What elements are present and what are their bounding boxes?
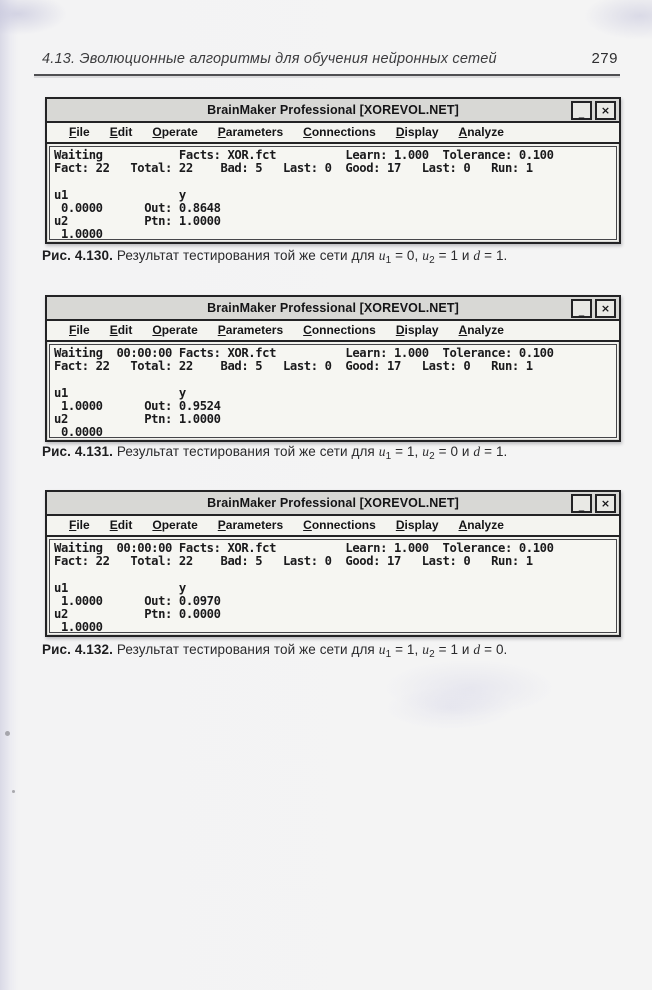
figure-label: Рис. 4.131. (42, 444, 113, 459)
menu-file[interactable]: File (69, 125, 90, 139)
window-title: BrainMaker Professional [XOREVOL.NET] (207, 496, 459, 510)
window-title: BrainMaker Professional [XOREVOL.NET] (207, 103, 459, 117)
menu-file[interactable]: File (69, 323, 90, 337)
close-button[interactable]: × (595, 494, 616, 513)
menu-edit[interactable]: Edit (109, 125, 133, 139)
caption-text: Результат тестирования той же сети для (116, 642, 379, 657)
status-screen: Waiting Facts: XOR.fct Learn: 1.000 Tole… (49, 146, 617, 240)
screen-text: Waiting Facts: XOR.fct Learn: 1.000 Tole… (54, 148, 554, 240)
menu-edit[interactable]: Edit (109, 518, 133, 532)
menu-operate[interactable]: Operate (152, 323, 198, 337)
menu-connections[interactable]: Connections (303, 518, 376, 532)
figure-caption-4-132: Рис. 4.132. Результат тестирования той ж… (42, 642, 508, 660)
scan-speck (12, 790, 15, 793)
title-bar: BrainMaker Professional [XOREVOL.NET] _ … (47, 297, 619, 321)
running-head: 4.13. Эволюционные алгоритмы для обучени… (42, 50, 618, 67)
chapter-title: 4.13. Эволюционные алгоритмы для обучени… (42, 51, 497, 67)
title-bar: BrainMaker Professional [XOREVOL.NET] _ … (47, 99, 619, 123)
figure-caption-4-130: Рис. 4.130. Результат тестирования той ж… (42, 248, 508, 266)
menu-bar: File Edit Operate Parameters Connections… (47, 321, 619, 342)
menu-analyze[interactable]: Analyze (458, 323, 504, 337)
minimize-button[interactable]: _ (571, 299, 592, 318)
menu-file[interactable]: File (69, 518, 90, 532)
menu-edit[interactable]: Edit (109, 323, 133, 337)
menu-bar: File Edit Operate Parameters Connections… (47, 516, 619, 537)
minimize-button[interactable]: _ (571, 101, 592, 120)
menu-analyze[interactable]: Analyze (458, 125, 504, 139)
figure-label: Рис. 4.132. (42, 642, 113, 657)
menu-parameters[interactable]: Parameters (217, 518, 284, 532)
close-button[interactable]: × (595, 299, 616, 318)
header-rule (34, 74, 620, 76)
menu-display[interactable]: Display (395, 323, 439, 337)
caption-text: Результат тестирования той же сети для (116, 444, 379, 459)
brainmaker-window-1: BrainMaker Professional [XOREVOL.NET] _ … (45, 97, 621, 244)
menu-parameters[interactable]: Parameters (217, 323, 284, 337)
status-screen: Waiting 00:00:00 Facts: XOR.fct Learn: 1… (49, 344, 617, 438)
menu-display[interactable]: Display (395, 518, 439, 532)
window-controls: _ × (571, 299, 616, 318)
title-bar: BrainMaker Professional [XOREVOL.NET] _ … (47, 492, 619, 516)
scan-speck (5, 731, 10, 736)
menu-bar: File Edit Operate Parameters Connections… (47, 123, 619, 144)
status-screen: Waiting 00:00:00 Facts: XOR.fct Learn: 1… (49, 539, 617, 633)
menu-operate[interactable]: Operate (152, 518, 198, 532)
window-title: BrainMaker Professional [XOREVOL.NET] (207, 301, 459, 315)
menu-analyze[interactable]: Analyze (458, 518, 504, 532)
menu-connections[interactable]: Connections (303, 323, 376, 337)
page-number: 279 (591, 50, 618, 67)
figure-caption-4-131: Рис. 4.131. Результат тестирования той ж… (42, 444, 508, 462)
menu-parameters[interactable]: Parameters (217, 125, 284, 139)
close-button[interactable]: × (595, 101, 616, 120)
screen-text: Waiting 00:00:00 Facts: XOR.fct Learn: 1… (54, 346, 554, 438)
menu-operate[interactable]: Operate (152, 125, 198, 139)
menu-display[interactable]: Display (395, 125, 439, 139)
minimize-button[interactable]: _ (571, 494, 592, 513)
figure-label: Рис. 4.130. (42, 248, 113, 263)
menu-connections[interactable]: Connections (303, 125, 376, 139)
caption-text: Результат тестирования той же сети для (116, 248, 379, 263)
brainmaker-window-3: BrainMaker Professional [XOREVOL.NET] _ … (45, 490, 621, 637)
screen-text: Waiting 00:00:00 Facts: XOR.fct Learn: 1… (54, 541, 554, 633)
brainmaker-window-2: BrainMaker Professional [XOREVOL.NET] _ … (45, 295, 621, 442)
window-controls: _ × (571, 494, 616, 513)
window-controls: _ × (571, 101, 616, 120)
